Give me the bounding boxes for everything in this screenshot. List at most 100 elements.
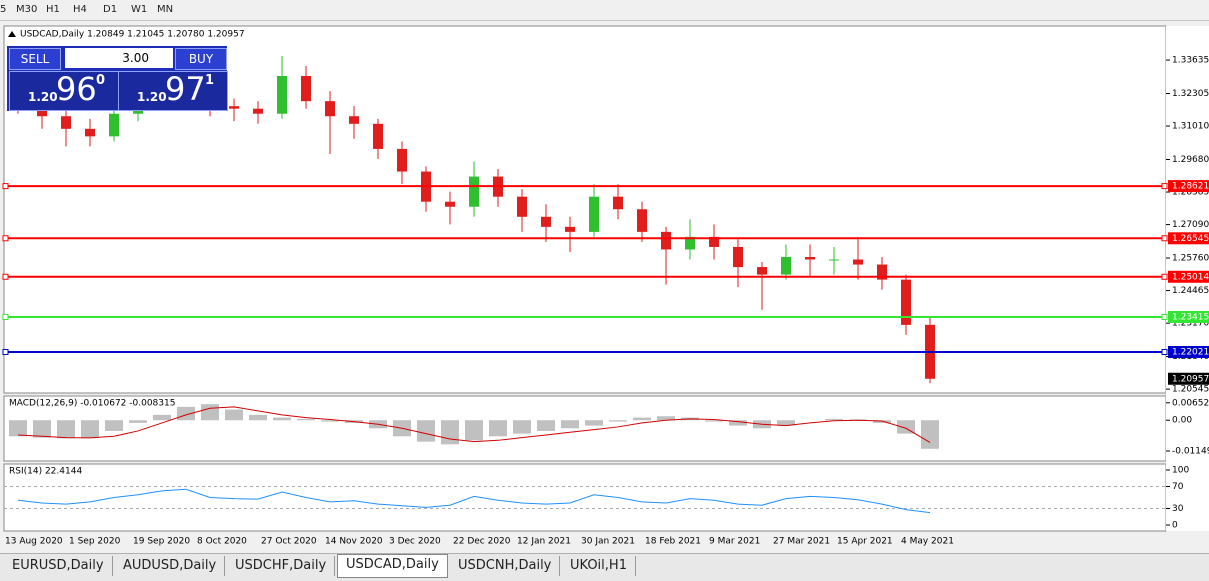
candle-body [325,101,335,117]
y-tick-label: 1.31010 [1172,122,1209,132]
level-tag [1168,232,1209,245]
macd-bar [417,420,435,442]
timeframe-button[interactable]: 5 [0,4,7,15]
chart: USDCAD,Daily 1.20849 1.21045 1.20780 1.2… [2,25,1209,547]
chart-tab[interactable]: EURUSD,Daily [4,556,113,576]
candle-body [277,76,287,114]
rsi-tick-label: 30 [1172,504,1184,514]
x-tick-label: 3 Dec 2020 [389,537,441,547]
candle-body [253,108,263,114]
current-price-label: 1.20957 [1172,374,1209,384]
timeframe-button[interactable]: MN [157,4,174,15]
candle-body [781,257,791,275]
macd-bar [441,420,459,445]
level-handle [1161,349,1168,356]
candle-body [637,209,647,232]
level-handle [1161,235,1168,242]
ask-quote[interactable]: 1.20 97 1 [118,70,228,111]
collapse-icon[interactable] [8,31,16,37]
candle-body [301,76,311,102]
level-label: 1.26545 [1172,234,1209,244]
candle-body [757,267,767,275]
y-tick-label: 1.20545 [1172,385,1209,395]
buy-button[interactable]: BUY [175,48,227,70]
y-tick-label: 1.27090 [1172,220,1209,230]
macd-pane [3,395,1167,462]
timeframe-button[interactable]: H1 [46,4,60,15]
candle-body [37,106,47,117]
macd-bar [537,420,555,431]
candle-body [877,264,887,280]
macd-tick-label: 0.006521 [1172,398,1209,408]
rsi-tick-label: 0 [1172,521,1178,531]
rsi-tick-label: 100 [1172,466,1189,476]
macd-signal [17,406,931,443]
candle-body [661,231,671,250]
chart-tab[interactable]: AUDUSD,Daily [115,556,226,576]
x-tick-label: 27 Mar 2021 [773,537,830,547]
timeframe-toolbar: 5 M30 H1 H4 D1 W1 MN [0,0,1209,21]
x-tick-label: 27 Oct 2020 [261,537,317,547]
candle-body [445,201,455,207]
macd-bar [153,414,171,421]
timeframe-button[interactable]: M30 [16,4,38,15]
x-tick-label: 12 Jan 2021 [517,537,571,547]
candle-body [613,196,623,210]
timeframe-button[interactable]: W1 [131,4,148,15]
candle-body [709,236,719,247]
macd-bar [465,420,483,441]
macd-bar [225,409,243,421]
candle-body [685,236,695,250]
level-handle [2,349,9,356]
macd-bar [249,414,267,421]
candle-body [373,123,383,149]
level-label: 1.25014 [1172,272,1209,282]
macd-bar [81,420,99,438]
chart-tab[interactable]: USDCHF,Daily [227,556,336,576]
macd-bar [561,420,579,429]
candle-body [397,148,407,172]
timeframe-button[interactable]: H4 [73,4,87,15]
y-tick-label: 1.29680 [1172,155,1209,165]
macd-bar [657,416,675,421]
candle-body [853,259,863,265]
rsi-label: RSI(14) 22.4144 [9,467,82,477]
level-tag [1168,310,1209,323]
bid-big: 96 [56,70,97,108]
candle-body [469,176,479,207]
macd-bar [57,420,75,439]
timeframe-button[interactable]: D1 [103,4,118,15]
candle-body [589,196,599,232]
macd-label: MACD(12,26,9) -0.010672 -0.008315 [9,399,175,409]
macd-bar [129,420,147,423]
y-tick-label: 1.24465 [1172,286,1209,296]
level-label: 1.23415 [1172,312,1209,322]
chart-header: USDCAD,Daily 1.20849 1.21045 1.20780 1.2… [20,30,245,40]
chart-tab[interactable]: UKOil,H1 [562,556,636,576]
ask-big: 97 [165,70,206,108]
chart-tab[interactable]: USDCAD,Daily [337,554,448,578]
level-handle [2,313,9,320]
rsi-tick-label: 70 [1172,482,1184,492]
y-tick-label: 1.28385 [1172,188,1209,198]
candle-body [805,257,815,260]
macd-bar [873,420,891,423]
macd-bar [489,420,507,437]
x-tick-label: 8 Oct 2020 [197,537,247,547]
sell-button[interactable]: SELL [9,48,61,70]
macd-bar [633,417,651,421]
level-handle [1161,313,1168,320]
chart-tab[interactable]: USDCNH,Daily [450,556,561,576]
level-tag [1168,346,1209,359]
macd-bar [297,418,315,421]
lots-input[interactable]: 3.00 [65,48,173,68]
x-tick-label: 18 Feb 2021 [645,537,701,547]
macd-bar [201,404,219,421]
bid-quote[interactable]: 1.20 96 0 [9,70,119,111]
x-tick-label: 9 Mar 2021 [709,537,760,547]
x-tick-label: 19 Sep 2020 [133,537,190,547]
macd-bar [513,420,531,434]
macd-bar [321,420,339,422]
level-tag [1168,180,1209,193]
